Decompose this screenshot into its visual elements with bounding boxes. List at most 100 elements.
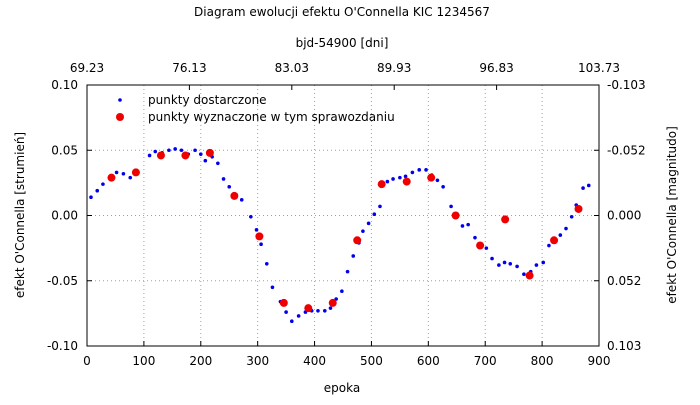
y2-tick-label: 0.103 <box>607 339 641 353</box>
data-point-wyznaczone <box>501 215 510 224</box>
data-point-wyznaczone <box>255 232 264 241</box>
plot-frame <box>86 84 600 347</box>
data-point-dostarczone <box>296 314 301 318</box>
data-point-wyznaczone <box>377 180 386 189</box>
data-point-wyznaczone <box>427 173 436 182</box>
data-point-dostarczone <box>198 152 203 156</box>
x2-tick-label: 103.73 <box>578 61 620 75</box>
data-point-dostarczone <box>435 178 440 183</box>
data-point-wyznaczone <box>525 271 534 280</box>
data-point-dostarczone <box>449 204 453 209</box>
data-point-dostarczone <box>569 215 574 219</box>
data-point-wyznaczone <box>156 151 165 160</box>
data-point-dostarczone <box>259 242 263 247</box>
x-tick-label: 100 <box>132 354 155 368</box>
data-point-dostarczone <box>497 263 501 267</box>
data-point-dostarczone <box>372 212 377 216</box>
data-point-dostarczone <box>101 182 105 186</box>
data-point-dostarczone <box>581 186 585 190</box>
data-point-wyznaczone <box>230 191 239 200</box>
data-point-dostarczone <box>391 177 395 181</box>
x-axis-label: epoka <box>324 381 360 395</box>
x-tick-label: 700 <box>474 354 497 368</box>
y-tick-label: -0.05 <box>47 274 78 288</box>
data-point-dostarczone <box>340 289 344 293</box>
data-point-dostarczone <box>121 171 126 176</box>
x2-tick-label: 69.23 <box>70 61 104 75</box>
y-axis-label: efekt O'Connella [strumień] <box>13 132 27 298</box>
y-tick-label: 0.00 <box>51 209 78 223</box>
data-point-wyznaczone <box>353 236 362 245</box>
data-point-dostarczone <box>460 224 465 228</box>
y-tick-label: 0.10 <box>51 78 78 92</box>
data-point-dostarczone <box>473 235 477 240</box>
data-point-dostarczone <box>522 272 526 277</box>
y2-tick-label: 0.000 <box>607 209 641 223</box>
data-point-dostarczone <box>502 260 507 265</box>
right-axis-label: efekt O'Connella [magnitudo] <box>665 126 679 304</box>
legend-label-dostarczone: punkty dostarczone <box>148 93 267 107</box>
y-tick-label: -0.10 <box>47 339 78 353</box>
data-point-wyznaczone <box>205 148 214 157</box>
data-point-dostarczone <box>193 148 197 153</box>
data-point-wyznaczone <box>550 236 559 245</box>
data-point-dostarczone <box>345 269 350 274</box>
data-point-dostarczone <box>254 228 259 232</box>
data-point-dostarczone <box>264 261 269 266</box>
data-point-dostarczone <box>351 254 356 258</box>
data-point-wyznaczone <box>304 304 313 313</box>
data-point-dostarczone <box>564 226 568 231</box>
data-point-dostarczone <box>385 179 390 184</box>
y2-tick-label: 0.052 <box>607 274 641 288</box>
data-point-dostarczone <box>441 184 445 189</box>
data-point-dostarczone <box>490 256 494 261</box>
x2-tick-label: 96.83 <box>479 61 513 75</box>
data-point-dostarczone <box>290 319 294 324</box>
data-point-dostarczone <box>239 198 244 202</box>
legend-label-wyznaczone: punkty wyznaczone w tym sprawozdaniu <box>148 110 395 124</box>
data-point-dostarczone <box>216 161 220 166</box>
data-point-dostarczone <box>114 170 119 175</box>
data-point-dostarczone <box>541 260 546 265</box>
y-tick-label: 0.05 <box>51 143 78 157</box>
data-point-dostarczone <box>179 148 184 153</box>
data-point-dostarczone <box>410 170 415 175</box>
data-point-dostarczone <box>249 215 253 219</box>
data-point-dostarczone <box>398 175 402 180</box>
data-point-wyznaczone <box>476 241 485 250</box>
legend-item-dostarczone: punkty dostarczone <box>118 93 267 107</box>
data-point-dostarczone <box>95 188 100 193</box>
data-point-dostarczone <box>203 158 208 163</box>
data-point-dostarczone <box>378 204 382 209</box>
data-point-dostarczone <box>366 221 371 226</box>
data-point-dostarczone <box>403 174 408 179</box>
legend-marker-dostarczone <box>118 98 122 102</box>
data-point-dostarczone <box>284 310 288 314</box>
x-tick-label: 0 <box>83 354 91 368</box>
data-point-wyznaczone <box>574 204 583 213</box>
data-point-wyznaczone <box>328 298 337 307</box>
axis-ticks: 0 100 200 300 400 500 600 700 800 900 69.23 76.13 83… <box>47 61 646 368</box>
x2-tick-label: 83.03 <box>275 61 309 75</box>
data-point-dostarczone <box>316 308 320 313</box>
legend: punkty dostarczone punkty wyznaczone w t… <box>116 93 395 124</box>
data-point-dostarczone <box>361 229 365 233</box>
data-point-dostarczone <box>128 175 133 180</box>
data-point-dostarczone <box>547 243 551 248</box>
x2-tick-label: 76.13 <box>172 61 206 75</box>
data-point-dostarczone <box>534 263 539 267</box>
data-point-dostarczone <box>508 261 513 266</box>
data-point-wyznaczone <box>402 177 411 186</box>
y2-tick-label: -0.052 <box>607 143 646 157</box>
data-point-dostarczone <box>167 148 171 153</box>
data-point-wyznaczone <box>181 151 190 160</box>
x-tick-label: 600 <box>417 354 440 368</box>
data-points <box>89 147 591 324</box>
x-tick-label: 800 <box>531 354 554 368</box>
x-tick-label: 900 <box>588 354 611 368</box>
top-axis-label: bjd-54900 [dni] <box>296 36 389 50</box>
legend-item-wyznaczone: punkty wyznaczone w tym sprawozdaniu <box>116 110 395 124</box>
data-point-dostarczone <box>147 153 152 158</box>
